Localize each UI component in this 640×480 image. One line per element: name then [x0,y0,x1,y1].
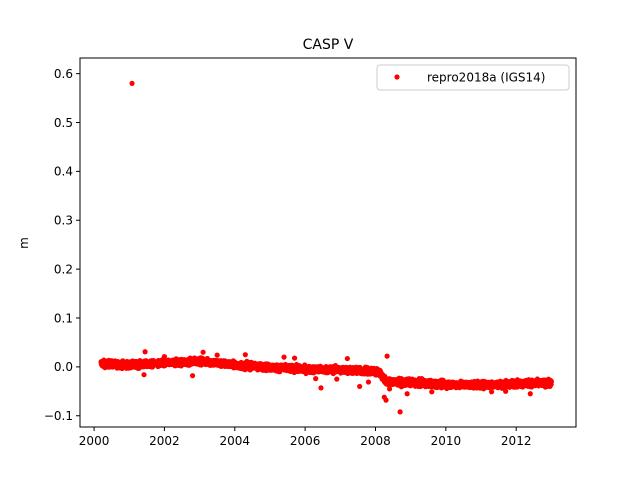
y-tick-label: −0.1 [44,409,73,423]
outlier-point [242,352,248,358]
outlier-point [365,379,372,385]
outlier-point [189,373,196,379]
data-points [98,80,554,415]
outlier-point [141,372,147,378]
x-tick-label: 2010 [431,434,462,448]
outlier-point [129,80,135,87]
chart-title: CASP V [303,37,354,53]
x-tick-label: 2000 [79,434,110,448]
outlier-point [397,409,403,415]
x-tick-label: 2008 [360,434,391,448]
outlier-point [214,352,220,358]
outlier-point [503,388,509,394]
outlier-point [291,355,298,361]
outlier-point [527,391,533,397]
outlier-point [161,354,168,360]
y-axis-label: m [17,237,31,249]
x-tick-label: 2006 [290,434,321,448]
outlier-point [200,349,206,355]
data-point [548,378,554,385]
outlier-point [344,355,350,362]
outlier-point [429,389,435,395]
y-tick-label: 0.5 [54,116,73,130]
x-axis: 2000 2002 2004 2006 2008 2010 2012 [79,427,532,448]
y-axis: −0.1 0.0 0.1 0.2 0.3 0.4 0.5 0.6 [44,67,80,423]
y-tick-label: 0.2 [54,262,73,276]
y-tick-label: 0.3 [54,214,73,228]
y-tick-label: 0.1 [54,311,73,325]
outlier-point [142,349,148,355]
outlier-point [281,354,287,360]
outlier-point [488,389,495,395]
y-tick-label: 0.0 [54,360,73,374]
x-tick-label: 2004 [220,434,251,448]
y-tick-label: 0.4 [54,165,73,179]
y-tick-label: 0.6 [54,67,73,81]
outlier-point [383,397,389,403]
outlier-point [404,391,410,397]
legend-label: repro2018a (IGS14) [427,71,545,85]
outlier-point [318,385,324,391]
x-tick-label: 2012 [501,434,532,448]
x-tick-label: 2002 [149,434,180,448]
legend: repro2018a (IGS14) [376,64,570,91]
outlier-point [386,386,393,392]
outlier-point [384,353,390,359]
outlier-point [334,376,340,382]
outlier-point [357,383,363,390]
outlier-point [313,376,319,382]
legend-marker [394,74,400,80]
